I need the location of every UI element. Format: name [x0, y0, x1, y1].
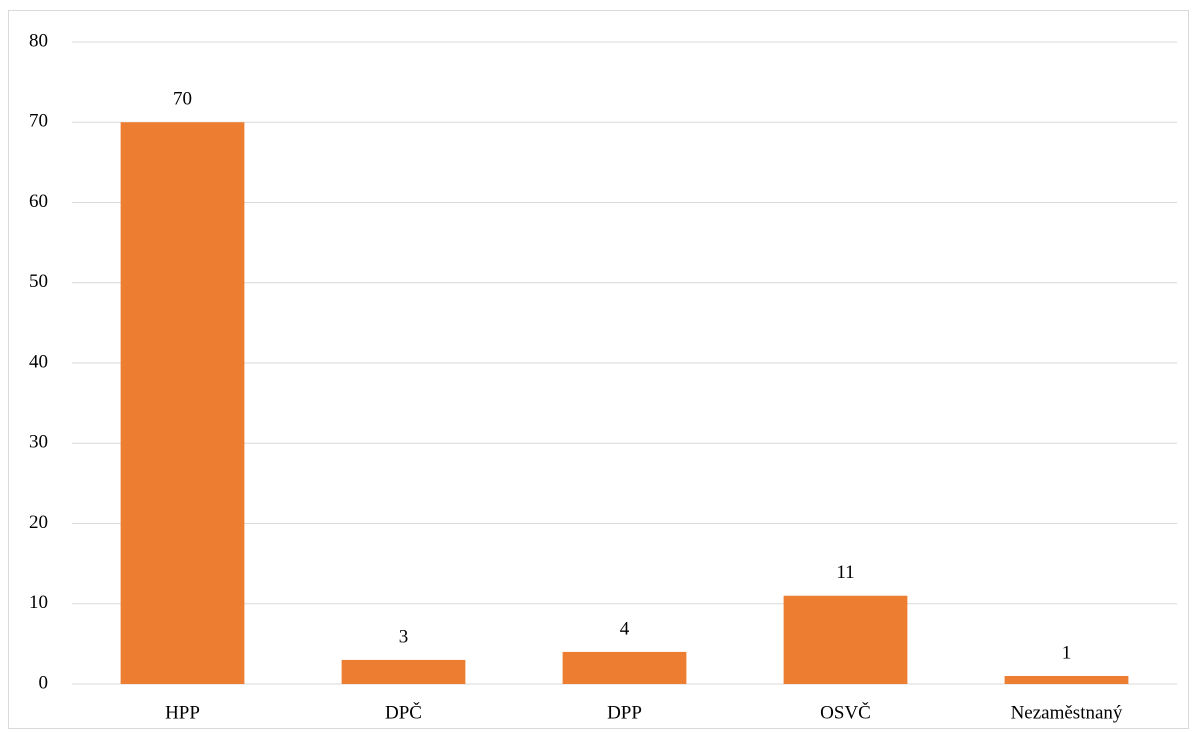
y-tick-label: 20	[29, 512, 48, 533]
x-tick-label: DPP	[607, 702, 642, 723]
bar	[120, 122, 245, 684]
y-tick-label: 50	[29, 271, 48, 292]
bar	[783, 595, 908, 684]
y-tick-label: 40	[29, 351, 48, 372]
y-tick-label: 30	[29, 432, 48, 453]
bar	[341, 659, 466, 684]
y-tick-label: 70	[29, 111, 48, 132]
data-label: 11	[836, 562, 854, 583]
y-tick-label: 60	[29, 191, 48, 212]
x-tick-label: OSVČ	[820, 701, 871, 723]
y-tick-label: 0	[39, 672, 49, 693]
x-tick-label: DPČ	[385, 701, 422, 723]
x-tick-label: HPP	[165, 702, 200, 723]
data-label: 70	[173, 89, 192, 110]
y-tick-label: 80	[29, 30, 48, 51]
bar	[562, 651, 687, 684]
data-label: 1	[1062, 642, 1072, 663]
data-label: 3	[399, 626, 409, 647]
y-tick-label: 10	[29, 592, 48, 613]
data-label: 4	[620, 618, 630, 639]
x-tick-label: Nezaměstnaný	[1011, 702, 1123, 723]
bar	[1004, 675, 1129, 684]
